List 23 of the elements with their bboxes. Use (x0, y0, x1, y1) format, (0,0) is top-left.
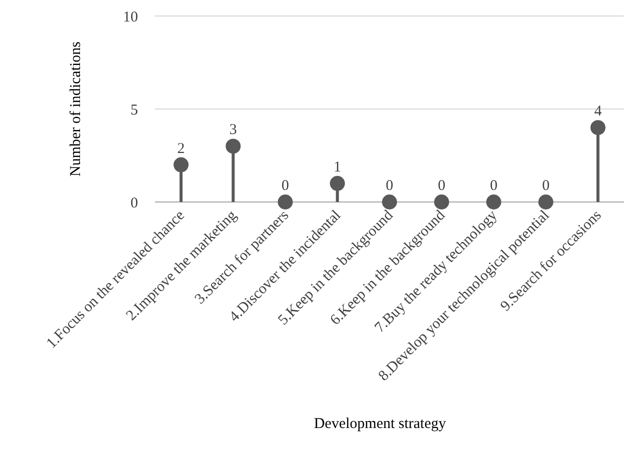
point (538, 194, 554, 210)
y-tick-label: 5 (130, 102, 138, 118)
y-tick-label: 0 (130, 195, 138, 212)
point (226, 138, 241, 154)
point (434, 194, 450, 210)
y-axis-title: Number of indications (68, 41, 84, 176)
point (278, 194, 293, 210)
point (174, 157, 189, 172)
data-label: 0 (542, 178, 550, 194)
point (590, 120, 606, 136)
y-tick-label: 10 (123, 9, 138, 26)
data-label: 0 (438, 178, 446, 194)
point (330, 176, 345, 191)
data-label: 0 (386, 178, 394, 194)
x-axis-title: Development strategy (314, 416, 447, 432)
data-label: 4 (594, 104, 602, 120)
data-label: 1 (334, 159, 342, 176)
data-label: 0 (282, 178, 290, 194)
point (382, 194, 397, 210)
data-label: 0 (490, 178, 498, 194)
point (486, 194, 502, 210)
data-label: 2 (177, 140, 185, 157)
data-label: 3 (229, 122, 237, 138)
